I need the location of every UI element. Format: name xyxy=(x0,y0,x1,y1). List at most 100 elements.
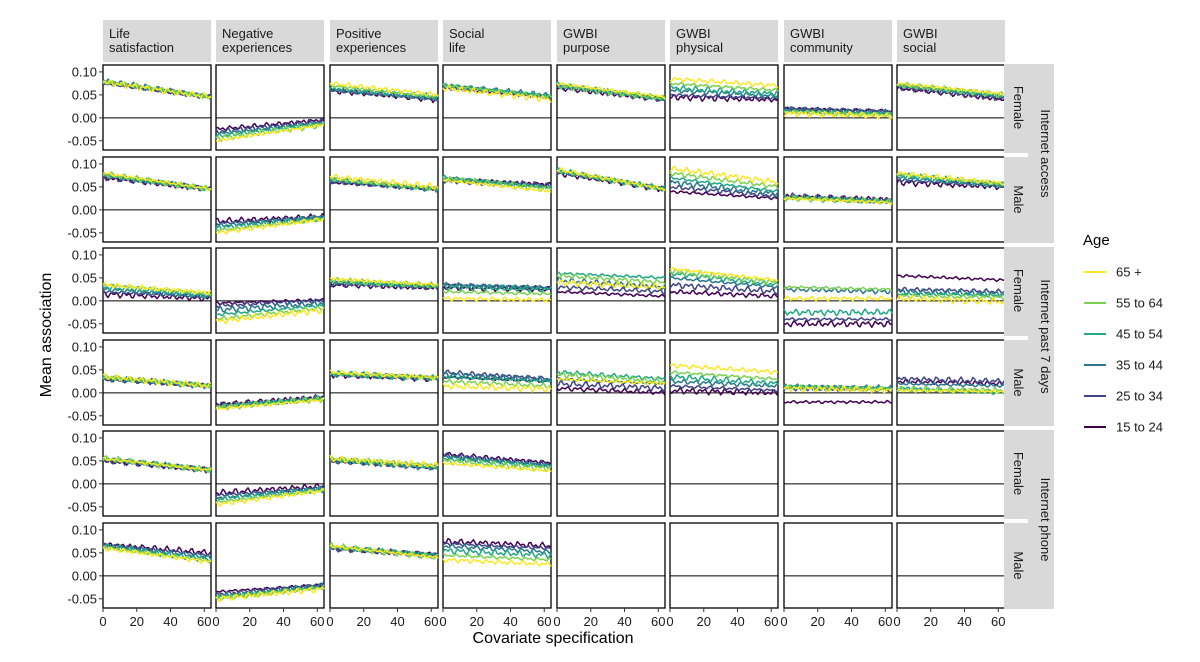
series-line-55-to-64 xyxy=(102,374,212,389)
series-line-65 xyxy=(896,294,1006,305)
series-line-25-to-34 xyxy=(783,316,893,322)
series-line-55-to-64 xyxy=(669,171,779,190)
series-line-35-to-44 xyxy=(442,281,552,291)
series-line-65 xyxy=(329,369,439,381)
legend: Age 65 + 55 to 64 45 to 54 35 to 44 25 to 34… xyxy=(1083,232,1163,435)
x-tick-label: 40 xyxy=(163,614,177,629)
series-line-65 xyxy=(215,123,325,143)
series-line-55-to-64 xyxy=(783,285,893,292)
series-line-35-to-44 xyxy=(215,121,325,137)
legend-label: 55 to 64 xyxy=(1116,296,1163,311)
panel-frame xyxy=(442,339,552,426)
series-line-65 xyxy=(215,586,325,603)
column-strip-label: Life satisfaction xyxy=(109,26,174,55)
series-line-55-to-64 xyxy=(215,396,325,411)
y-tick-label: -0.05 xyxy=(67,225,97,240)
series-line-65 xyxy=(442,382,552,393)
panel-frame xyxy=(215,339,325,426)
column-strip xyxy=(557,20,665,62)
panel-frame xyxy=(442,64,552,151)
series-line-55-to-64 xyxy=(442,289,552,296)
series-line-25-to-34 xyxy=(215,298,325,308)
panel-frame xyxy=(442,430,552,517)
x-tick-label: 60 xyxy=(878,614,892,629)
series-line-25-to-34 xyxy=(442,369,552,382)
panel-frame xyxy=(896,522,1006,609)
panel-frame xyxy=(896,430,1006,517)
panel-frame xyxy=(896,64,1006,151)
series-line-55-to-64 xyxy=(783,384,893,392)
y-tick-label: 0.10 xyxy=(72,522,97,537)
series-line-45-to-54 xyxy=(669,175,779,193)
panel-frame xyxy=(669,522,779,609)
legend-label: 15 to 24 xyxy=(1116,420,1163,435)
legend-label: 35 to 44 xyxy=(1116,358,1163,373)
y-tick-label: -0.05 xyxy=(67,408,97,423)
series-line-45-to-54 xyxy=(669,270,779,287)
column-strip xyxy=(443,20,551,62)
series-line-55-to-64 xyxy=(442,553,552,562)
series-line-15-to-24 xyxy=(669,386,779,396)
panel-frame xyxy=(556,522,666,609)
row-sub-separator xyxy=(1004,519,1028,523)
series-line-15-to-24 xyxy=(896,274,1006,283)
series-line-65 xyxy=(556,377,666,386)
series-line-55-to-64 xyxy=(215,487,325,504)
series-line-65 xyxy=(896,82,1006,96)
y-tick-label: 0.10 xyxy=(72,430,97,445)
x-tick-label: 0 xyxy=(666,614,673,629)
panel-frame xyxy=(669,156,779,243)
series-line-55-to-64 xyxy=(215,305,325,322)
series-line-65 xyxy=(669,165,779,186)
series-line-25-to-34 xyxy=(669,93,779,101)
series-line-55-to-64 xyxy=(556,82,666,100)
column-strip-label: GWBI purpose xyxy=(563,26,610,55)
panel-frame xyxy=(442,156,552,243)
legend-label: 65 + xyxy=(1116,265,1142,280)
x-tick-label: 0 xyxy=(553,614,560,629)
column-strip-label: Negative experiences xyxy=(222,26,293,55)
series-line-65 xyxy=(329,174,439,190)
panel-frame xyxy=(669,430,779,517)
series-line-65 xyxy=(442,557,552,567)
row-sub-label: Male xyxy=(1011,185,1026,213)
x-tick-label: 40 xyxy=(390,614,404,629)
series-line-65 xyxy=(102,372,212,388)
series-line-65 xyxy=(102,171,212,191)
series-line-55-to-64 xyxy=(896,293,1006,301)
panel-frame xyxy=(102,430,212,517)
panel-frame xyxy=(102,522,212,609)
series-line-55-to-64 xyxy=(329,542,439,560)
series-line-65 xyxy=(896,170,1006,186)
series-line-15-to-24 xyxy=(556,386,666,396)
series-line-55-to-64 xyxy=(442,378,552,389)
series-line-65 xyxy=(783,385,893,394)
column-strip xyxy=(216,20,324,62)
series-line-65 xyxy=(215,217,325,235)
series-line-45-to-54 xyxy=(215,303,325,317)
row-sub-label: Female xyxy=(1011,452,1026,495)
y-tick-label: 0.05 xyxy=(72,87,97,102)
x-tick-label: 40 xyxy=(957,614,971,629)
row-sub-label: Female xyxy=(1011,86,1026,129)
series-line-15-to-24 xyxy=(442,452,552,466)
series-line-55-to-64 xyxy=(896,385,1006,395)
series-line-65 xyxy=(556,167,666,192)
row-group-label: Internet phone xyxy=(1038,478,1053,562)
series-line-65 xyxy=(442,178,552,193)
series-line-65 xyxy=(215,307,324,325)
x-tick-label: 40 xyxy=(730,614,744,629)
series-line-65 xyxy=(329,454,439,468)
strips-layer: Life satisfaction Negative experiences Posit… xyxy=(103,20,1054,609)
column-strip-label: Social life xyxy=(449,26,485,55)
column-strip xyxy=(784,20,892,62)
y-tick-label: -0.05 xyxy=(67,499,97,514)
y-tick-label: 0.00 xyxy=(72,110,97,125)
y-tick-label: 0.00 xyxy=(72,476,97,491)
series-line-15-to-24 xyxy=(556,290,666,298)
legend-label: 45 to 54 xyxy=(1116,327,1163,342)
row-sub-separator xyxy=(1004,153,1028,157)
x-tick-label: 20 xyxy=(697,614,711,629)
series-line-65 xyxy=(216,397,325,410)
row-sub-label: Male xyxy=(1011,368,1026,396)
